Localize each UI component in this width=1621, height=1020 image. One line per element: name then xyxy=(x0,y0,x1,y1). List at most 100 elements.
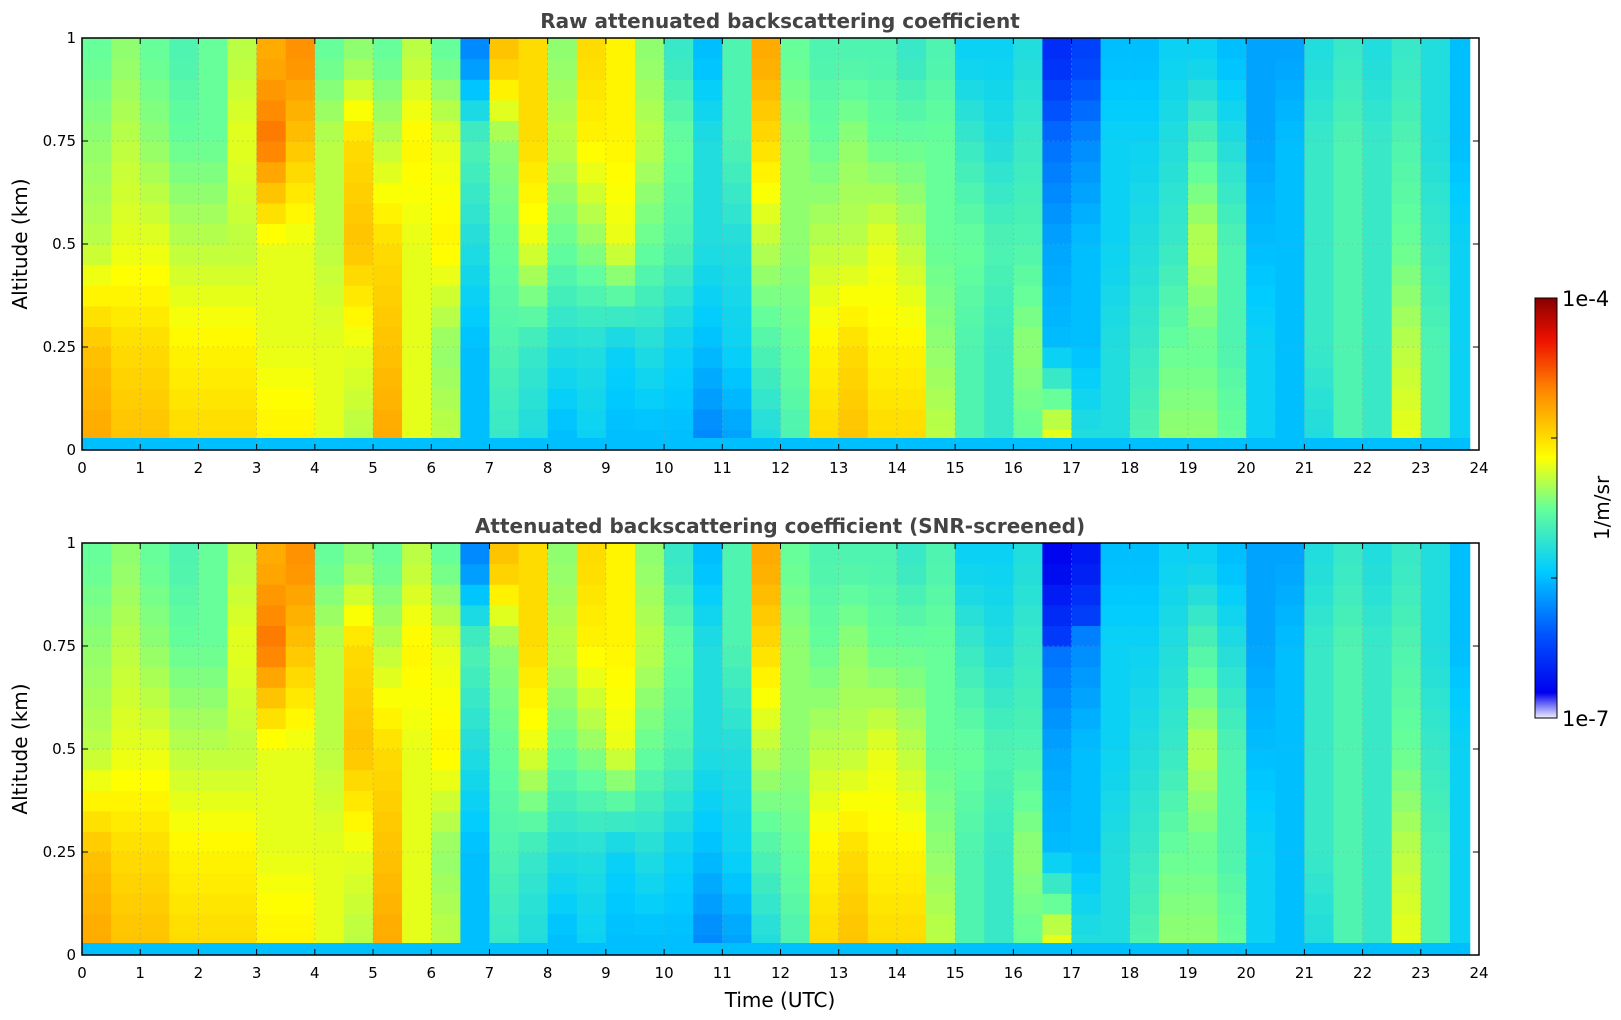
heatmap-cell xyxy=(169,182,199,204)
heatmap-cell xyxy=(576,202,607,224)
heatmap-cell xyxy=(1275,182,1305,204)
heatmap-cell xyxy=(1013,707,1043,729)
heatmap-cell xyxy=(285,646,316,668)
heatmap-cell xyxy=(635,347,665,369)
heatmap-cell xyxy=(1362,666,1393,688)
heatmap-cell xyxy=(1246,769,1276,791)
heatmap-cell xyxy=(605,913,636,935)
heatmap-cell xyxy=(751,244,782,266)
heatmap-cell xyxy=(1013,625,1043,647)
x-tick-label: 5 xyxy=(368,459,378,477)
heatmap-cell xyxy=(605,326,636,348)
x-axis-label: Time (UTC) xyxy=(724,988,836,1012)
heatmap-cell xyxy=(1333,347,1364,369)
heatmap-cell xyxy=(169,79,199,101)
heatmap-cell xyxy=(1333,305,1364,327)
heatmap-cell xyxy=(431,367,461,389)
heatmap-cell xyxy=(751,326,782,348)
heatmap-cell xyxy=(111,563,141,585)
x-tick-label: 2 xyxy=(194,459,204,477)
heatmap-cell xyxy=(722,408,752,430)
heatmap-cell xyxy=(896,388,927,410)
heatmap-cell xyxy=(955,666,985,688)
heatmap-cell xyxy=(605,388,636,410)
heatmap-cell xyxy=(373,893,403,915)
heatmap-cell xyxy=(285,58,316,80)
heatmap-cell xyxy=(1333,326,1364,348)
heatmap-cell xyxy=(664,563,694,585)
heatmap-cell xyxy=(1071,305,1102,327)
heatmap-cell xyxy=(169,749,199,771)
heatmap-cell xyxy=(693,182,723,204)
heatmap-cell xyxy=(1217,347,1247,369)
heatmap-cell xyxy=(111,79,141,101)
heatmap-cell xyxy=(809,852,840,874)
heatmap-cell xyxy=(82,244,112,266)
heatmap-cell xyxy=(896,285,927,307)
heatmap-cell xyxy=(926,244,956,266)
heatmap-cell xyxy=(431,326,461,348)
heatmap-cell xyxy=(1246,666,1276,688)
x-tick-label: 19 xyxy=(1178,459,1197,477)
heatmap-cell xyxy=(664,120,694,142)
heatmap-cell xyxy=(896,563,927,585)
x-tick-label: 22 xyxy=(1353,459,1372,477)
heatmap-cell xyxy=(780,182,811,204)
heatmap-cell xyxy=(926,264,956,286)
heatmap-cell xyxy=(809,810,840,832)
heatmap-cell xyxy=(373,543,403,565)
heatmap-cell xyxy=(285,305,316,327)
heatmap-cell xyxy=(984,202,1014,224)
heatmap-cell xyxy=(693,563,723,585)
heatmap-cell xyxy=(1158,749,1189,771)
heatmap-cell xyxy=(1333,604,1364,626)
heatmap-cell xyxy=(518,223,549,245)
heatmap-cell xyxy=(605,202,636,224)
heatmap-cell xyxy=(227,563,258,585)
heatmap-cell xyxy=(809,749,840,771)
heatmap-cell xyxy=(489,646,520,668)
heatmap-cell xyxy=(1129,58,1160,80)
heatmap-cell xyxy=(1217,367,1247,389)
heatmap-cell xyxy=(1246,388,1276,410)
heatmap-cell xyxy=(1100,749,1131,771)
heatmap-cell xyxy=(343,264,374,286)
heatmap-cell xyxy=(489,584,520,606)
heatmap-cell xyxy=(460,305,491,327)
heatmap-cell xyxy=(402,182,432,204)
heatmap-cell xyxy=(1275,728,1305,750)
heatmap-cell xyxy=(227,326,258,348)
heatmap-cell xyxy=(1158,810,1189,832)
heatmap-cell xyxy=(1100,852,1131,874)
heatmap-cell xyxy=(402,58,432,80)
heatmap-cell xyxy=(285,182,316,204)
heatmap-cell xyxy=(576,872,607,894)
heatmap-cell xyxy=(1304,563,1335,585)
heatmap-cell xyxy=(664,182,694,204)
heatmap-cell xyxy=(373,305,403,327)
heatmap-cell xyxy=(140,326,170,348)
heatmap-cell xyxy=(285,388,316,410)
heatmap-cell xyxy=(576,244,607,266)
heatmap-cell xyxy=(1275,79,1305,101)
heatmap-cell xyxy=(343,58,374,80)
heatmap-cell xyxy=(343,141,374,163)
heatmap-cell xyxy=(984,305,1014,327)
heatmap-cell xyxy=(838,625,869,647)
heatmap-cell xyxy=(111,872,141,894)
heatmap-cell xyxy=(1100,408,1131,430)
heatmap-cell xyxy=(1013,563,1043,585)
heatmap-cell xyxy=(635,202,665,224)
x-tick-label: 13 xyxy=(829,964,848,982)
heatmap-cell xyxy=(635,625,665,647)
heatmap-cell xyxy=(518,99,549,121)
heatmap-cell xyxy=(1246,264,1276,286)
x-tick-label: 11 xyxy=(713,964,732,982)
heatmap-cell xyxy=(1420,223,1451,245)
heatmap-cell xyxy=(780,223,811,245)
heatmap-cell xyxy=(431,790,461,812)
heatmap-cell xyxy=(867,326,898,348)
heatmap-cell xyxy=(82,543,112,565)
heatmap-cell xyxy=(402,769,432,791)
heatmap-cell xyxy=(343,831,374,853)
